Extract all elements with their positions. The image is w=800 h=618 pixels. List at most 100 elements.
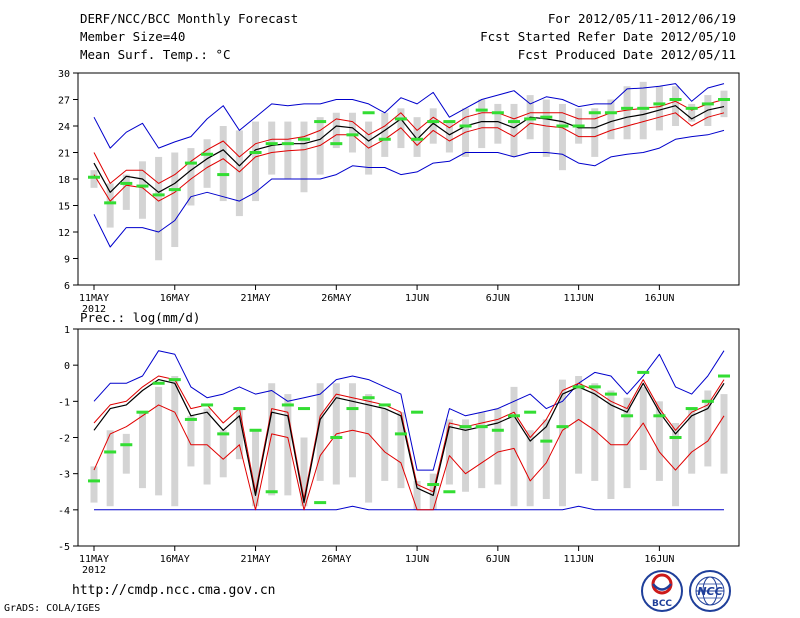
member-size-label: Member Size=40 xyxy=(80,29,186,44)
observed-marker xyxy=(621,106,634,110)
y-tick-label: 12 xyxy=(58,228,70,239)
observed-marker xyxy=(524,117,537,121)
range-bar xyxy=(623,86,631,140)
observed-marker xyxy=(491,111,504,115)
range-bar xyxy=(90,170,98,188)
range-bar xyxy=(252,430,260,507)
range-bar xyxy=(300,437,308,507)
range-bar xyxy=(268,121,276,175)
range-bar xyxy=(688,103,696,122)
range-bar xyxy=(510,386,518,507)
range-bar xyxy=(688,408,696,474)
observed-marker xyxy=(265,490,278,494)
observed-marker xyxy=(265,142,278,146)
observed-marker xyxy=(136,184,149,188)
observed-marker xyxy=(201,403,214,407)
spread-low-line xyxy=(93,112,725,202)
range-bar xyxy=(494,408,502,485)
footer-url[interactable]: http://cmdp.ncc.cma.gov.cn xyxy=(72,583,276,598)
observed-marker xyxy=(540,115,553,119)
range-bar xyxy=(235,130,243,217)
range-bar xyxy=(558,379,566,507)
range-bar xyxy=(365,394,373,503)
observed-marker xyxy=(152,381,165,385)
range-bar xyxy=(542,99,550,157)
observed-marker xyxy=(314,120,327,124)
observed-marker xyxy=(669,436,682,439)
observed-marker xyxy=(281,403,294,407)
observed-marker xyxy=(249,151,262,154)
x-tick-label: 11MAY xyxy=(79,293,109,304)
chart-main-title: DERF/NCC/BCC Monthly Forecast xyxy=(80,11,299,26)
range-bar xyxy=(138,161,146,219)
ncc-logo: NCC xyxy=(688,569,732,613)
observed-marker xyxy=(653,414,666,418)
ensemble-mean-line xyxy=(93,379,725,504)
x-tick-label: 6JUN xyxy=(486,293,510,304)
observed-marker xyxy=(346,133,359,137)
variable-label: Mean Surf. Temp.: °C xyxy=(80,47,231,62)
observed-marker xyxy=(508,120,520,124)
observed-marker xyxy=(685,407,698,411)
observed-marker xyxy=(362,396,375,400)
observed-marker xyxy=(685,106,698,110)
observed-marker xyxy=(556,425,569,429)
x-tick-label: 1JUN xyxy=(405,293,429,304)
observed-marker xyxy=(120,181,133,185)
observed-marker xyxy=(378,403,391,407)
y-tick-label: 6 xyxy=(64,281,70,292)
range-bar xyxy=(316,383,324,481)
observed-marker xyxy=(508,414,520,418)
x-tick-label: 11JUN xyxy=(564,554,594,565)
observed-marker xyxy=(701,399,714,403)
y-tick-label: 21 xyxy=(58,149,70,160)
observed-marker xyxy=(637,370,650,374)
x-tick-label: 11MAY xyxy=(79,554,109,565)
observed-marker xyxy=(249,428,262,432)
range-bar xyxy=(155,386,163,496)
observed-marker xyxy=(459,425,472,429)
bcc-logo-text: BCC xyxy=(652,599,672,609)
observed-marker xyxy=(217,173,230,177)
min-line xyxy=(94,505,724,511)
range-bar xyxy=(623,397,631,489)
x-tick-label: 16JUN xyxy=(644,293,674,304)
observed-marker xyxy=(88,175,100,179)
spread-high-line xyxy=(93,375,725,500)
observed-marker xyxy=(427,483,440,487)
range-bar xyxy=(542,419,550,499)
range-bar xyxy=(106,183,114,228)
observed-marker xyxy=(120,443,133,447)
observed-marker xyxy=(394,432,407,436)
range-bar xyxy=(445,121,453,153)
observed-marker xyxy=(701,102,714,106)
observed-marker xyxy=(136,410,149,414)
y-tick-label: 24 xyxy=(58,122,70,133)
range-bar xyxy=(171,152,179,248)
range-bar xyxy=(171,376,179,507)
range-bar xyxy=(575,376,583,474)
range-bar xyxy=(397,412,405,489)
range-bar xyxy=(300,121,308,193)
range-bar xyxy=(122,433,130,474)
range-bar xyxy=(284,394,292,496)
spread-low-line xyxy=(93,404,725,511)
observed-marker xyxy=(411,137,424,141)
observed-marker xyxy=(475,108,488,112)
precip-panel-title: Prec.: log(mm/d) xyxy=(80,310,201,325)
bcc-logo: BCC xyxy=(640,569,684,613)
observed-marker xyxy=(104,201,117,205)
range-bar xyxy=(138,412,146,489)
range-bar xyxy=(494,103,502,144)
observed-marker xyxy=(459,124,472,128)
range-bar xyxy=(203,139,211,188)
max-line xyxy=(93,83,725,149)
range-bar xyxy=(704,390,712,467)
y-tick-label: 30 xyxy=(58,69,70,80)
range-bar xyxy=(510,103,518,157)
range-bar xyxy=(720,394,728,474)
observed-marker xyxy=(524,410,537,414)
x-tick-label: 26MAY xyxy=(321,293,351,304)
y-tick-label: 27 xyxy=(58,96,70,107)
range-bar xyxy=(219,430,227,478)
